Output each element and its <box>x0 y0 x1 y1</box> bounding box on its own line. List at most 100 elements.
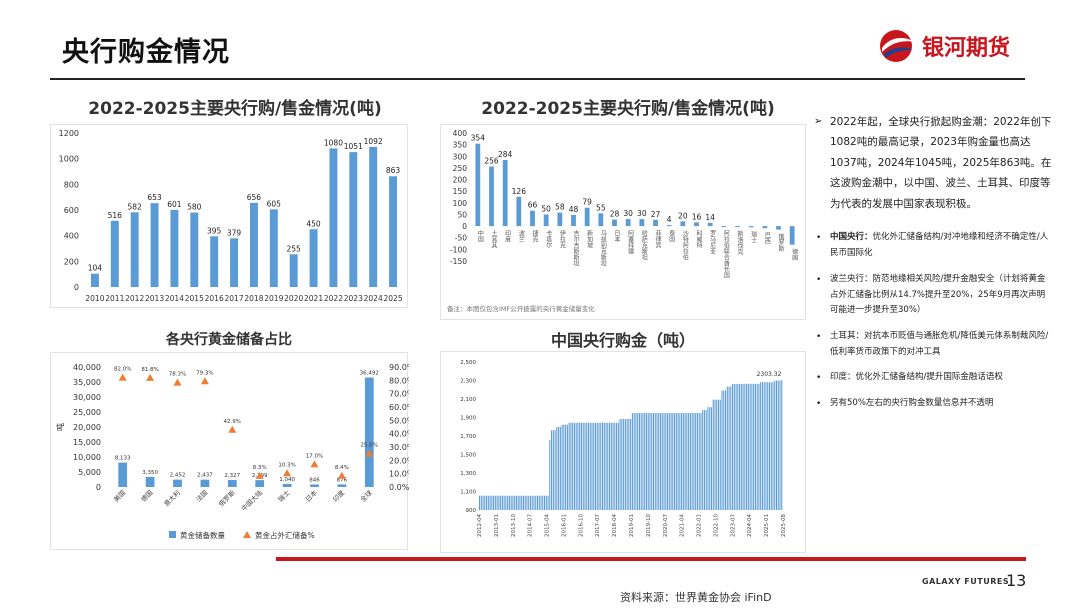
bar-month <box>536 495 539 510</box>
y-tick-label: 350 <box>453 141 468 150</box>
data-label: 79 <box>582 198 592 207</box>
bar-2018 <box>249 202 258 287</box>
x-category-label: 捷克 <box>531 229 538 243</box>
bar-month <box>524 495 526 510</box>
x-tick-label: 2022 <box>324 294 343 303</box>
chart1-panel: 0 200 400 600 800 1000 1200 104 2010 516 2011 582 20… <box>50 124 408 308</box>
x-tick-label: 2016 <box>205 294 224 303</box>
bar-month <box>575 422 577 510</box>
y-tick-label: 900 <box>466 508 477 514</box>
bar-month <box>542 495 544 510</box>
bar-month <box>705 410 707 510</box>
bar-month <box>493 495 495 510</box>
bar-month <box>535 495 537 510</box>
y-tick-label: 1200 <box>59 129 79 138</box>
bar-month <box>494 495 496 510</box>
y2-tick-label: 20.0% <box>389 456 409 465</box>
data-label: 846 <box>309 477 320 483</box>
bar-美国 <box>118 462 128 487</box>
data-label: 863 <box>386 166 401 175</box>
x-tick-label: 2014 <box>165 294 184 303</box>
x-category-label: 日本 <box>613 230 620 243</box>
bar-month <box>566 424 568 510</box>
bar-month <box>598 422 600 510</box>
x-tick-label: 中国大陆 <box>239 488 264 513</box>
commentary-main: 2022年起，全球央行掀起购金潮：2022年创下1082吨的最高记录，2023年… <box>812 112 1052 214</box>
bar-month <box>768 382 770 510</box>
bar-month <box>679 413 681 510</box>
bar-month <box>609 422 611 510</box>
bar-month <box>717 399 720 510</box>
x-tick-label: 2025 <box>384 294 403 303</box>
x-tick-label: 2014-07 <box>528 514 534 537</box>
bar-month <box>732 384 734 510</box>
data-label: 48 <box>569 205 579 214</box>
x-tick-label: 2023-07 <box>730 514 736 537</box>
x-category-label: 斯洛伐克 <box>736 230 743 256</box>
x-category-label: 俄罗斯 <box>777 233 784 253</box>
bar-month <box>746 383 748 510</box>
chart4-title: 中国央行购金（吨） <box>550 331 695 350</box>
x-tick-label: 2020-07 <box>663 514 669 537</box>
bar-2012 <box>130 212 139 287</box>
bar-month <box>775 380 778 510</box>
data-label: 1092 <box>364 137 383 146</box>
bar-month <box>763 382 765 510</box>
bar-month <box>507 495 509 510</box>
bar-month <box>719 399 721 510</box>
bar-哈萨克斯坦 <box>639 219 645 227</box>
y2-tick-label: 90.0% <box>389 363 409 372</box>
data-label: 354 <box>471 134 486 143</box>
data-label: 653 <box>147 193 162 202</box>
data-label: 582 <box>128 202 143 211</box>
bar-month <box>686 413 688 510</box>
bar-month <box>740 384 742 510</box>
footer-accent-bar <box>276 557 1026 561</box>
bar-罗马尼亚 <box>707 222 713 227</box>
x-tick-label: 2013-01 <box>494 514 500 537</box>
x-category-label: 阿塞拜疆 <box>627 229 634 255</box>
bar-month <box>587 422 590 510</box>
x-category-label: 伊拉克 <box>558 229 565 249</box>
bar-month <box>744 383 746 510</box>
bar-month <box>703 410 705 510</box>
bar-month <box>540 495 542 510</box>
x-tick-label: 2012-04 <box>477 514 483 537</box>
data-label: 2,437 <box>197 473 213 479</box>
y2-tick-label: 70.0% <box>389 390 409 399</box>
bar-month <box>700 413 702 510</box>
bar-month <box>517 495 519 510</box>
data-label: 30 <box>623 209 633 218</box>
data-label: 27 <box>651 210 661 219</box>
y-tick-label: 1,500 <box>460 453 476 459</box>
y-tick-label: 25,000 <box>73 408 101 417</box>
company-logo: 银河期货 <box>876 28 1026 64</box>
x-tick-label: 2019-10 <box>646 514 652 537</box>
data-label: 20 <box>678 211 688 220</box>
bar-斯洛伐克 <box>735 226 740 228</box>
bar-month <box>515 495 517 510</box>
header-divider <box>50 78 1025 80</box>
bar-month <box>552 430 554 510</box>
bar-month <box>751 383 753 510</box>
bar-month <box>675 413 677 510</box>
bar-month <box>760 382 762 510</box>
y-tick-label: 0 <box>96 483 101 492</box>
x-tick-label: 2013 <box>145 294 164 303</box>
bar-month <box>526 495 528 510</box>
bar-2010 <box>90 273 99 287</box>
bar-2015 <box>190 212 199 287</box>
y-tick-label: -100 <box>450 245 467 254</box>
bar-month <box>681 413 683 510</box>
chart3-svg: 0 5,000 10,000 15,000 20,000 25,000 30,000 35,0… <box>55 363 409 540</box>
bar-日本 <box>612 219 617 227</box>
marker-美国 <box>118 373 127 381</box>
bar-month <box>570 422 572 510</box>
chart4-svg: 900 1,100 1,300 1,500 1,700 1,900 2,100 2,300 2,… <box>460 360 787 537</box>
data-label: 284 <box>498 150 513 159</box>
bar-month <box>565 424 567 510</box>
bar-中国大陆 <box>255 480 265 487</box>
x-category-label: 罗马尼亚 <box>709 230 716 254</box>
marker-意大利 <box>173 378 182 386</box>
bar-month <box>710 407 713 510</box>
